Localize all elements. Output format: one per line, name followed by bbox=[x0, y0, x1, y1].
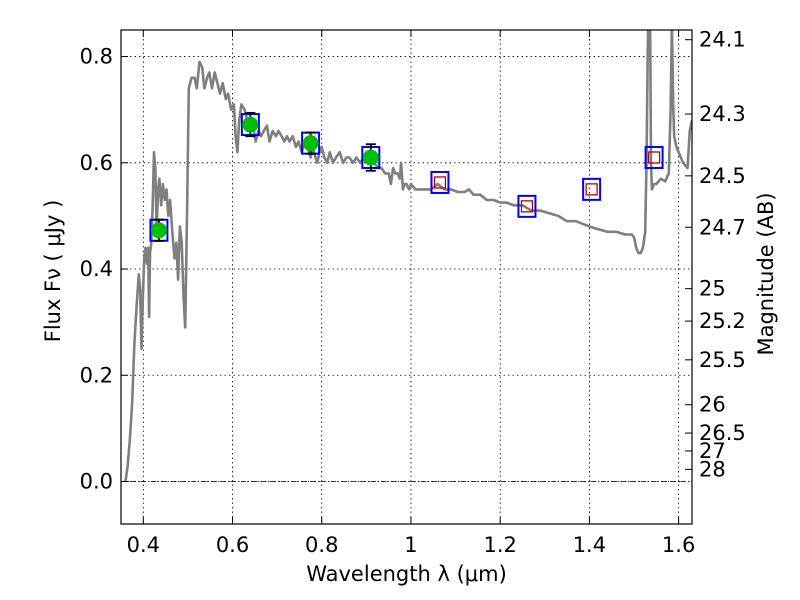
model-band-box bbox=[517, 194, 537, 218]
right-tick-label: 24.1 bbox=[699, 28, 746, 52]
y-axis-label: Flux Fν ( μJy ) bbox=[41, 200, 65, 343]
y-tick-label: 0.8 bbox=[80, 45, 113, 69]
right-tick-label: 24.5 bbox=[699, 164, 746, 188]
data-point bbox=[149, 218, 169, 242]
right-tick-label: 25.2 bbox=[699, 309, 746, 333]
data-point bbox=[582, 177, 602, 201]
upper-limit-marker bbox=[647, 151, 661, 164]
model-sed-line bbox=[124, 30, 692, 482]
y-tick-label: 0.0 bbox=[80, 470, 113, 494]
upper-limit-marker bbox=[433, 176, 447, 189]
right-tick-label: 26 bbox=[699, 393, 726, 417]
photometry-markers bbox=[149, 111, 664, 242]
axis-ticks: 0.4 0.6 0.8 1 1.2 1.4 1.6 0.0 0.2 0.4 0.6 0.8 24.1 24… bbox=[80, 28, 746, 557]
right-axis-label: Magnitude (AB) bbox=[754, 192, 778, 355]
right-tick-label: 28 bbox=[699, 457, 726, 481]
data-point bbox=[517, 194, 537, 218]
x-tick-label: 0.6 bbox=[216, 533, 249, 557]
data-point bbox=[301, 131, 321, 155]
x-tick-label: 1.4 bbox=[573, 533, 606, 557]
model-band-box bbox=[430, 170, 450, 194]
right-tick-label: 24.3 bbox=[699, 102, 746, 126]
x-axis-label: Wavelength λ (μm) bbox=[306, 562, 507, 586]
observed-flux-marker bbox=[362, 149, 379, 166]
observed-flux-marker bbox=[302, 135, 319, 152]
upper-limit-marker bbox=[520, 200, 534, 213]
data-point bbox=[361, 143, 381, 172]
y-tick-label: 0.2 bbox=[80, 363, 113, 387]
y-tick-label: 0.6 bbox=[80, 151, 113, 175]
model-sed bbox=[124, 30, 692, 482]
plot-frame bbox=[120, 29, 693, 525]
model-band-box bbox=[582, 177, 602, 201]
x-tick-label: 1.2 bbox=[483, 533, 516, 557]
x-tick-label: 1 bbox=[404, 533, 417, 557]
x-tick-label: 0.4 bbox=[127, 533, 160, 557]
right-tick-label: 25 bbox=[699, 277, 726, 301]
x-tick-label: 1.6 bbox=[662, 533, 695, 557]
x-tick-label: 0.8 bbox=[305, 533, 338, 557]
observed-flux-marker bbox=[242, 116, 259, 133]
right-tick-label: 25.5 bbox=[699, 348, 746, 372]
grid bbox=[121, 30, 692, 524]
upper-limit-marker bbox=[585, 183, 598, 196]
right-tick-label: 27 bbox=[699, 439, 726, 463]
data-point bbox=[240, 111, 260, 138]
data-point bbox=[644, 145, 664, 169]
model-band-box bbox=[644, 145, 664, 169]
y-tick-label: 0.4 bbox=[80, 257, 113, 281]
observed-flux-marker bbox=[150, 222, 167, 239]
data-point bbox=[430, 170, 450, 194]
right-tick-label: 24.7 bbox=[699, 215, 746, 239]
right-tick-label: 26.5 bbox=[699, 421, 746, 445]
